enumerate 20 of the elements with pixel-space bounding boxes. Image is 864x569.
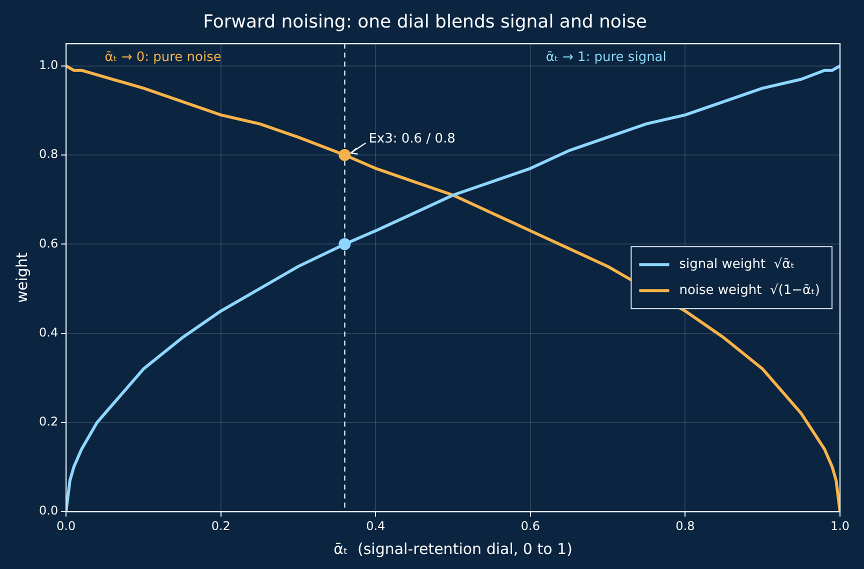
y-tick-label: 1.0 (38, 58, 58, 72)
x-tick-label: 1.0 (830, 518, 850, 533)
x-tick-label: 0.2 (211, 518, 230, 533)
x-tick-label: 0.6 (520, 518, 540, 533)
annotation: Ex3: 0.6 / 0.8 (368, 131, 456, 146)
annotation: ᾱₜ → 1: pure signal (546, 50, 666, 65)
chart-title: Forward noising: one dial blends signal and noise (203, 11, 647, 32)
y-tick-label: 0.4 (38, 325, 58, 340)
x-axis-title: ᾱₜ (signal-retention dial, 0 to 1) (334, 540, 572, 558)
annotation: ᾱₜ → 0: pure noise (104, 50, 222, 65)
y-tick-label: 0.2 (38, 414, 58, 429)
y-tick-label: 0.6 (38, 236, 58, 250)
legend-label: signal weight √ᾱₜ (679, 256, 795, 272)
y-tick-label: 0.0 (38, 504, 58, 518)
y-tick-label: 0.8 (38, 147, 58, 162)
legend-label: noise weight √(1−ᾱₜ) (679, 282, 820, 298)
y-axis-title: weight (12, 252, 31, 303)
x-tick-label: 0.4 (366, 518, 386, 533)
x-tick-label: 0.8 (676, 518, 695, 533)
x-tick-label: 0.0 (56, 518, 76, 533)
